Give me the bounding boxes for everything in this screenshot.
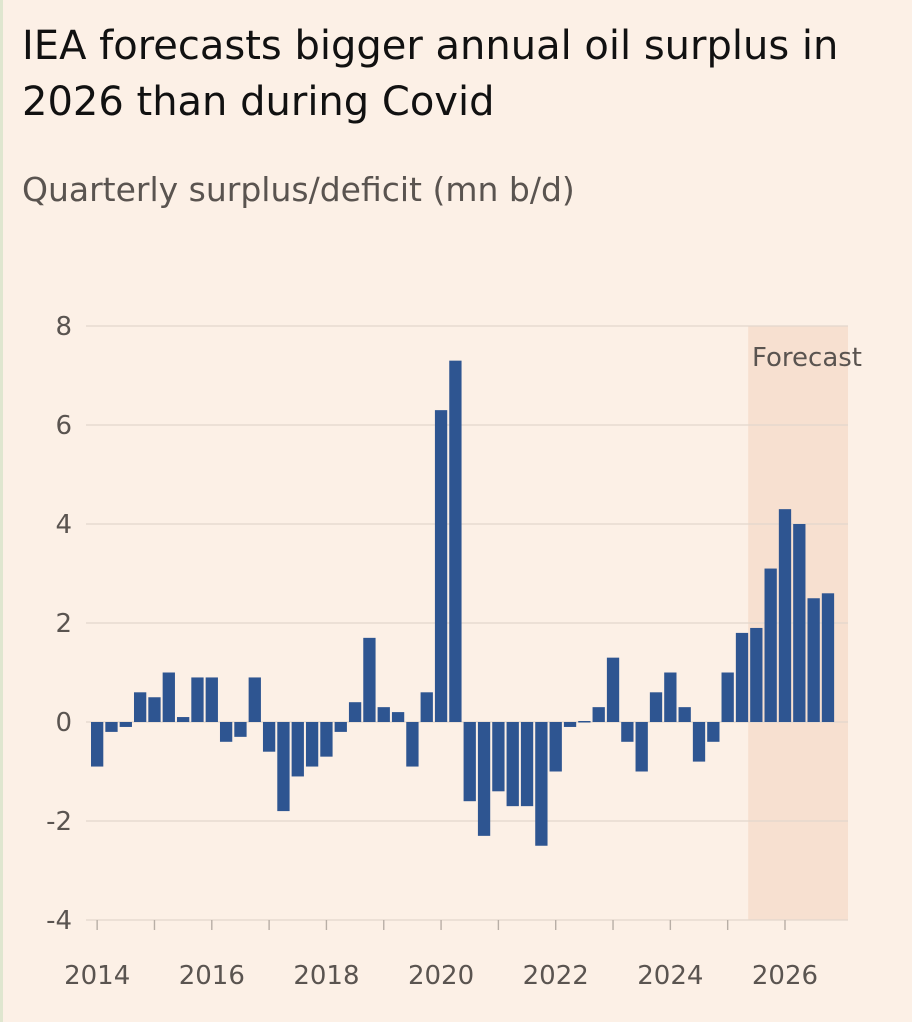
- bar-2021-q2: [506, 722, 519, 807]
- y-tick-label: 0: [55, 708, 72, 738]
- bar-2015-q4: [191, 677, 204, 722]
- bar-2020-q3: [463, 722, 476, 802]
- x-tick-label: 2022: [523, 961, 589, 991]
- y-tick-label: -2: [46, 807, 72, 837]
- bar-2014-q1: [91, 722, 104, 767]
- bar-2016-q4: [248, 677, 261, 722]
- bar-2024-q2: [678, 707, 691, 722]
- bar-2017-q3: [291, 722, 304, 777]
- bar-2014-q4: [133, 692, 147, 722]
- x-tick-label: 2016: [179, 961, 245, 991]
- y-tick-label: 6: [55, 411, 72, 441]
- bar-2024-q4: [707, 722, 720, 742]
- bar-2026-q4: [821, 593, 835, 722]
- bar-2017-q4: [305, 722, 319, 767]
- y-tick-label: 4: [55, 510, 72, 540]
- chart-title: IEA forecasts bigger annual oil surplus …: [22, 23, 839, 125]
- x-tick-label: 2026: [752, 961, 818, 991]
- bar-2024-q1: [664, 672, 677, 722]
- x-tick-label: 2014: [64, 961, 130, 991]
- x-tick-label: 2018: [293, 961, 359, 991]
- y-tick-label: 8: [55, 312, 72, 342]
- bar-2025-q2: [735, 632, 749, 722]
- bar-2018-q1: [320, 722, 333, 757]
- bar-2019-q4: [420, 692, 433, 722]
- bar-2018-q4: [363, 637, 376, 722]
- bar-2014-q3: [119, 722, 132, 727]
- bar-2017-q2: [277, 722, 290, 812]
- bar-2018-q3: [348, 702, 362, 722]
- bar-2023-q1: [606, 657, 620, 722]
- bar-2022-q4: [592, 707, 605, 722]
- bar-2015-q2: [162, 672, 175, 722]
- bar-2025-q4: [764, 568, 777, 722]
- y-tick-label: -4: [46, 906, 72, 936]
- bar-2019-q2: [391, 712, 405, 722]
- bar-2021-q4: [535, 722, 548, 846]
- bar-2019-q1: [377, 707, 390, 722]
- bar-2022-q2: [563, 722, 577, 727]
- bar-2015-q1: [148, 697, 161, 722]
- bar-2026-q2: [793, 524, 806, 722]
- bar-2023-q2: [621, 722, 634, 742]
- bar-2014-q2: [105, 722, 118, 732]
- left-edge-border: [0, 0, 3, 1022]
- chart-subtitle: Quarterly surplus/deficit (mn b/d): [22, 170, 575, 209]
- bar-2026-q3: [807, 598, 820, 722]
- bar-2015-q3: [176, 717, 190, 722]
- bar-2016-q2: [219, 722, 233, 742]
- bar-2018-q2: [334, 722, 347, 732]
- bar-2022-q3: [578, 721, 591, 723]
- bar-2019-q3: [406, 722, 419, 767]
- x-tick-label: 2024: [637, 961, 703, 991]
- forecast-label: Forecast: [752, 343, 862, 373]
- bar-2020-q2: [449, 360, 462, 722]
- bar-2026-q1: [778, 509, 792, 722]
- x-tick-label: 2020: [408, 961, 474, 991]
- bar-2016-q3: [234, 722, 247, 737]
- bar-2016-q1: [205, 677, 218, 722]
- bar-2025-q1: [721, 672, 734, 722]
- bar-2025-q3: [750, 627, 763, 722]
- bar-2021-q1: [492, 722, 505, 792]
- bar-2023-q4: [649, 692, 663, 722]
- bar-2023-q3: [635, 722, 648, 772]
- bar-2022-q1: [549, 722, 562, 772]
- bar-2020-q1: [434, 410, 448, 722]
- y-tick-label: 2: [55, 609, 72, 639]
- bar-2020-q4: [477, 722, 491, 836]
- bar-2024-q3: [692, 722, 706, 762]
- bar-2021-q3: [520, 722, 534, 807]
- bar-2017-q1: [262, 722, 276, 752]
